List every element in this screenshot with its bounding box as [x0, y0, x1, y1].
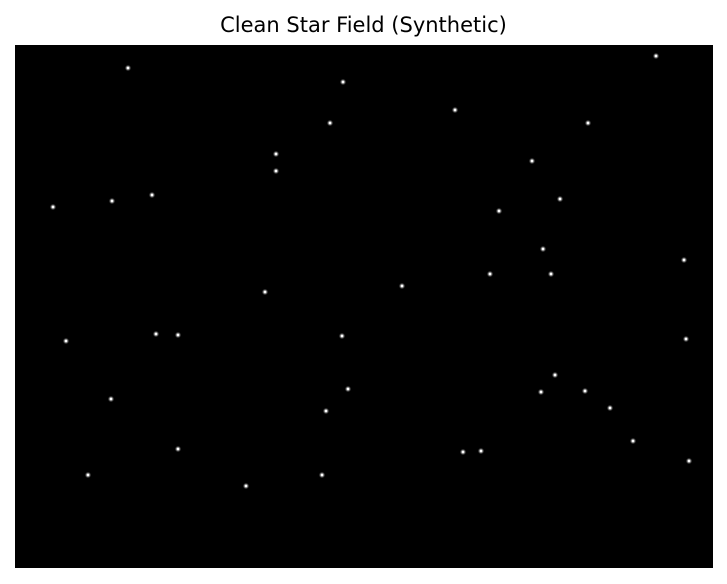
star — [586, 121, 590, 125]
star — [51, 205, 55, 209]
star — [341, 80, 345, 84]
star — [684, 337, 688, 341]
star — [687, 459, 691, 463]
star — [126, 66, 130, 70]
star — [453, 108, 457, 112]
star — [176, 333, 180, 337]
star — [64, 339, 68, 343]
star — [583, 389, 587, 393]
star — [244, 484, 248, 488]
star — [539, 390, 543, 394]
star-field-image — [15, 45, 713, 568]
star — [154, 332, 158, 336]
star — [479, 449, 483, 453]
star-field-canvas — [15, 45, 713, 568]
star — [497, 209, 501, 213]
star — [110, 199, 114, 203]
star — [328, 121, 332, 125]
star — [553, 373, 557, 377]
star — [654, 54, 658, 58]
star — [558, 197, 562, 201]
star — [541, 247, 545, 251]
star — [488, 272, 492, 276]
star — [549, 272, 553, 276]
star — [346, 387, 350, 391]
star — [461, 450, 465, 454]
star — [274, 169, 278, 173]
star — [109, 397, 113, 401]
star — [176, 447, 180, 451]
star — [400, 284, 404, 288]
stars — [49, 52, 693, 490]
star — [340, 334, 344, 338]
star — [150, 193, 154, 197]
star — [530, 159, 534, 163]
star — [631, 439, 635, 443]
star — [320, 473, 324, 477]
figure-title: Clean Star Field (Synthetic) — [220, 13, 507, 37]
star — [263, 290, 267, 294]
star — [274, 152, 278, 156]
image-background — [15, 45, 713, 568]
star — [324, 409, 328, 413]
star — [86, 473, 90, 477]
star — [608, 406, 612, 410]
star — [682, 258, 686, 262]
